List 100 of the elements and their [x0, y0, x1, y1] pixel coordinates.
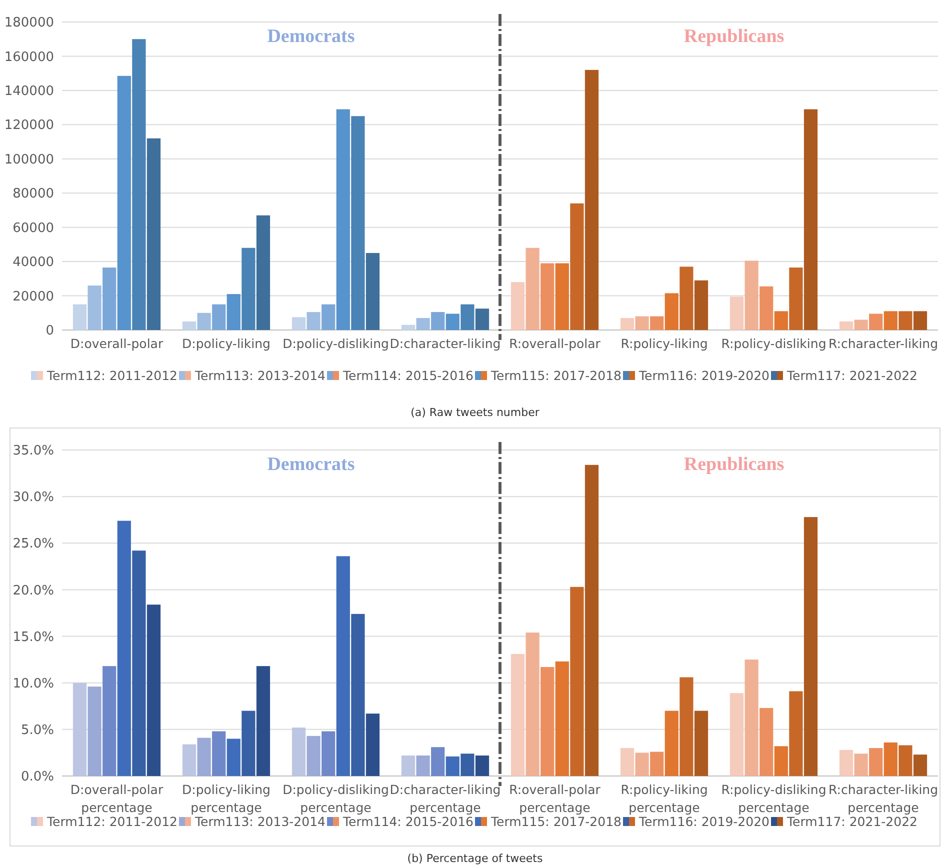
bar	[72, 682, 87, 776]
bar	[555, 263, 569, 330]
x-tick-label: D:policy-liking	[182, 336, 270, 351]
bar	[664, 710, 678, 776]
bar	[401, 756, 416, 776]
bar	[635, 316, 649, 330]
bar	[869, 748, 883, 776]
bar	[854, 320, 868, 330]
bar	[336, 109, 350, 330]
bar	[197, 312, 211, 330]
bar	[584, 464, 599, 776]
y-tick-label: 100000	[4, 152, 54, 168]
bar	[774, 746, 788, 776]
bar	[146, 138, 161, 330]
bar	[306, 312, 320, 330]
x-tick-label: D:character-liking	[390, 336, 501, 351]
bar	[226, 738, 240, 776]
y-tick-label: 60000	[12, 220, 54, 236]
bar	[351, 116, 365, 330]
legend-label: Term113: 2013-2014	[194, 814, 326, 829]
bar	[730, 296, 744, 330]
bar	[117, 520, 131, 776]
bar	[789, 268, 803, 330]
bar	[789, 691, 803, 776]
bar	[804, 109, 818, 330]
x-tick-label: R:policy-disliking	[721, 336, 826, 351]
bar	[475, 756, 490, 776]
bar	[256, 215, 270, 330]
y-tick-label: 15.0%	[12, 630, 54, 645]
x-tick-label: R:policy-disliking percentage	[721, 782, 826, 815]
text: (b) Percentage of tweets	[407, 852, 543, 865]
bar	[292, 317, 306, 330]
bar	[694, 710, 708, 776]
bar	[680, 677, 694, 776]
bar	[117, 76, 131, 330]
legend-label: Term112: 2011-2012	[46, 814, 178, 829]
bar	[913, 754, 928, 776]
bar	[869, 314, 883, 330]
bar	[416, 318, 430, 330]
bar	[102, 666, 116, 776]
x-tick-label: R:overall-polar percentage	[509, 782, 602, 815]
bar	[446, 756, 460, 776]
bar	[351, 614, 365, 776]
bar	[650, 752, 664, 776]
annotation: Republicans	[684, 454, 784, 475]
bar	[839, 750, 854, 776]
bar	[570, 203, 584, 330]
y-tick-label: 35.0%	[12, 444, 54, 459]
bar	[650, 316, 664, 330]
x-tick-label: R:character-liking percentage	[828, 782, 938, 815]
bar	[88, 686, 102, 776]
bar	[226, 294, 240, 330]
bar	[540, 263, 554, 330]
y-tick-label: 30.0%	[12, 490, 54, 506]
bar	[620, 318, 634, 330]
legend-label: Term117: 2021-2022	[786, 368, 918, 383]
bar	[570, 586, 584, 776]
y-tick-label: 160000	[4, 50, 54, 65]
bar	[620, 748, 634, 776]
bar	[898, 311, 912, 330]
bar	[306, 736, 320, 776]
legend-label: Term116: 2019-2020	[638, 814, 770, 829]
y-tick-label: 20.0%	[12, 583, 54, 598]
legend-label: Term114: 2015-2016	[342, 368, 474, 383]
bar	[366, 714, 380, 776]
bar	[584, 70, 599, 330]
bar	[744, 260, 758, 330]
bar	[760, 708, 774, 776]
bar	[460, 754, 474, 776]
bar	[256, 666, 270, 776]
bar	[460, 304, 474, 330]
bar	[898, 745, 912, 776]
x-tick-label: D:character-liking percentage	[390, 782, 501, 815]
text: (a) Raw tweets number	[410, 406, 540, 419]
bar	[146, 604, 161, 776]
bar	[664, 293, 678, 330]
bar	[804, 517, 818, 776]
bar	[526, 632, 540, 776]
bar	[212, 304, 226, 330]
legend-label: Term115: 2017-2018	[490, 368, 622, 383]
bar	[884, 311, 898, 330]
bar	[744, 660, 758, 776]
legend-label: Term115: 2017-2018	[490, 814, 622, 829]
legend-label: Term112: 2011-2012	[46, 368, 178, 383]
y-tick-label: 5.0%	[20, 722, 54, 738]
bar	[760, 286, 774, 330]
y-tick-label: 180000	[4, 16, 54, 31]
bar	[336, 556, 350, 776]
bar	[366, 253, 380, 330]
bar	[510, 282, 525, 330]
legend-label: Term116: 2019-2020	[638, 368, 770, 383]
bar	[526, 248, 540, 330]
bar	[132, 39, 146, 330]
bar	[854, 754, 868, 776]
annotation: Democrats	[267, 454, 355, 475]
x-tick-label: R:policy-liking percentage	[620, 782, 708, 815]
x-tick-label: R:policy-liking	[620, 336, 708, 351]
bar	[322, 304, 336, 330]
x-tick-label: D:policy-disliking	[282, 336, 389, 351]
bar	[475, 308, 490, 330]
